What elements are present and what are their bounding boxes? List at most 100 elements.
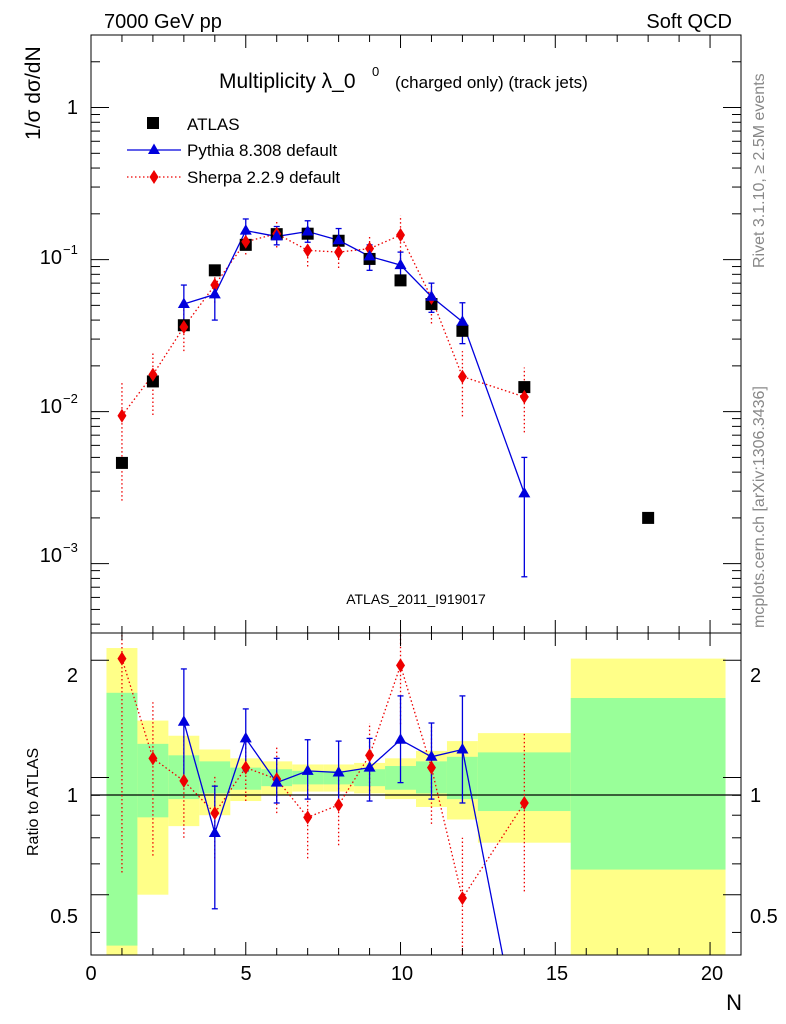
legend-atlas-marker — [147, 117, 159, 129]
pythia-ratio-point — [456, 742, 469, 754]
mcplots-label: mcplots.cern.ch [arXiv:1306.3436] — [751, 386, 768, 628]
ytick-label-1: 1 — [67, 97, 78, 119]
ratio-ytick-1: 1 — [67, 785, 78, 807]
energy-label: 7000 GeV pp — [104, 11, 222, 33]
atlas-point — [642, 511, 655, 524]
xtick-0: 0 — [85, 963, 96, 985]
ratio-band-inner — [570, 698, 726, 870]
atlas-point — [456, 324, 469, 337]
ytick-base: 10 — [40, 545, 62, 567]
legend: ATLAS Pythia 8.308 default Sherpa 2.2.9 … — [127, 115, 340, 187]
sherpa-point — [117, 408, 127, 423]
ytick-base: 10 — [40, 396, 62, 418]
sherpa-point — [179, 320, 189, 335]
pythia-point — [394, 258, 407, 270]
sherpa-ratio-point — [365, 748, 375, 763]
pythia-ratio-point — [332, 765, 345, 777]
ytick-exp: −3 — [63, 540, 78, 555]
sherpa-ratio-point — [210, 806, 220, 821]
sherpa-ratio-point — [396, 658, 406, 673]
pythia-ratio-point — [363, 761, 376, 772]
pythia-point — [270, 229, 283, 241]
sherpa-ratio-point — [117, 651, 127, 666]
pythia-point — [518, 486, 531, 498]
ytick-exp: −2 — [63, 391, 78, 406]
ratio-band-inner — [230, 767, 262, 790]
main-panel: 1 10 −1 10 −2 10 −3 1/σ dσ/dN Multiplici… — [22, 34, 742, 634]
xtick-15: 15 — [546, 963, 568, 985]
pythia-ratio-point — [301, 764, 314, 775]
ratio-ytick-1-right: 1 — [750, 785, 761, 807]
sherpa-ratio-point — [519, 795, 529, 810]
rivet-label: Rivet 3.1.10, ≥ 2.5M events — [751, 73, 768, 268]
ratio-series-layer — [117, 633, 529, 956]
pythia-ratio-point — [239, 731, 252, 743]
title-tail: (charged only) (track jets) — [395, 73, 588, 92]
sherpa-ratio-point — [148, 751, 158, 766]
ytick-exp: −1 — [63, 242, 78, 257]
main-series-layer — [115, 215, 655, 578]
sherpa-point — [241, 234, 251, 249]
atlas-point — [208, 264, 221, 277]
pythia-ratio-point — [270, 776, 283, 787]
xlabel: N — [726, 990, 742, 1015]
analysis-watermark: ATLAS_2011_I919017 — [346, 591, 486, 607]
ytick-label-0.1: 10 −1 — [40, 242, 78, 269]
sherpa-point — [457, 369, 467, 384]
sherpa-ratio-point — [179, 773, 189, 788]
ytick-label-0.001: 10 −3 — [40, 540, 78, 567]
ratio-panel: 2 1 0.5 2 1 0.5 Ratio to ATLAS 0 5 10 15… — [25, 632, 778, 1015]
sherpa-point — [365, 241, 375, 256]
xtick-10: 10 — [391, 963, 413, 985]
sherpa-ratio-point — [457, 891, 467, 906]
sherpa-ratio-point — [334, 797, 344, 812]
sherpa-point — [519, 389, 529, 404]
atlas-point — [518, 381, 531, 394]
xtick-5: 5 — [240, 963, 251, 985]
legend-atlas-label: ATLAS — [187, 115, 240, 134]
title-main: Multiplicity λ_0 — [219, 70, 356, 93]
ratio-ylabel: Ratio to ATLAS — [25, 748, 42, 856]
pythia-point — [332, 233, 345, 245]
sherpa-point — [396, 228, 406, 243]
sherpa-ratio-point — [241, 760, 251, 775]
sherpa-ratio-point — [303, 810, 313, 825]
pythia-point — [456, 315, 469, 326]
pythia-point — [363, 249, 376, 261]
ratio-ytick-2-right: 2 — [750, 665, 761, 687]
pythia-line — [183, 229, 525, 494]
pythia-point — [301, 225, 314, 236]
pythia-point — [208, 287, 221, 299]
ratio-ytick-0.5-right: 0.5 — [750, 906, 778, 928]
main-ticks — [90, 34, 742, 633]
main-ylabel: 1/σ dσ/dN — [22, 46, 45, 140]
sherpa-point — [303, 243, 313, 258]
ytick-base: 10 — [40, 247, 62, 269]
sherpa-point — [148, 367, 158, 382]
category-label: Soft QCD — [646, 11, 732, 33]
legend-sherpa-marker — [149, 170, 159, 184]
ratio-bands — [106, 648, 726, 955]
sherpa-ratio-point — [426, 760, 436, 775]
ratio-frame — [90, 632, 742, 956]
legend-pythia-label: Pythia 8.308 default — [187, 141, 338, 160]
ratio-ytick-0.5: 0.5 — [50, 906, 78, 928]
legend-sherpa-label: Sherpa 2.2.9 default — [187, 168, 340, 187]
xtick-20: 20 — [701, 963, 723, 985]
legend-pythia-marker — [148, 143, 160, 154]
pythia-point — [239, 224, 252, 235]
title-sup: 0 — [372, 64, 379, 79]
atlas-point — [394, 274, 407, 287]
ytick-label-0.01: 10 −2 — [40, 391, 78, 418]
pythia-ratio-point — [425, 750, 438, 761]
pythia-ratio-point — [394, 733, 407, 744]
pythia-point — [177, 297, 190, 309]
pythia-ratio-point — [208, 826, 221, 838]
plot-title: Multiplicity λ_0 0 (charged only) (track… — [219, 64, 588, 93]
pythia-ratio-point — [177, 715, 190, 726]
atlas-point — [115, 456, 128, 469]
sherpa-point — [334, 245, 344, 260]
pythia-point — [425, 290, 438, 301]
ratio-ticks — [90, 633, 742, 955]
